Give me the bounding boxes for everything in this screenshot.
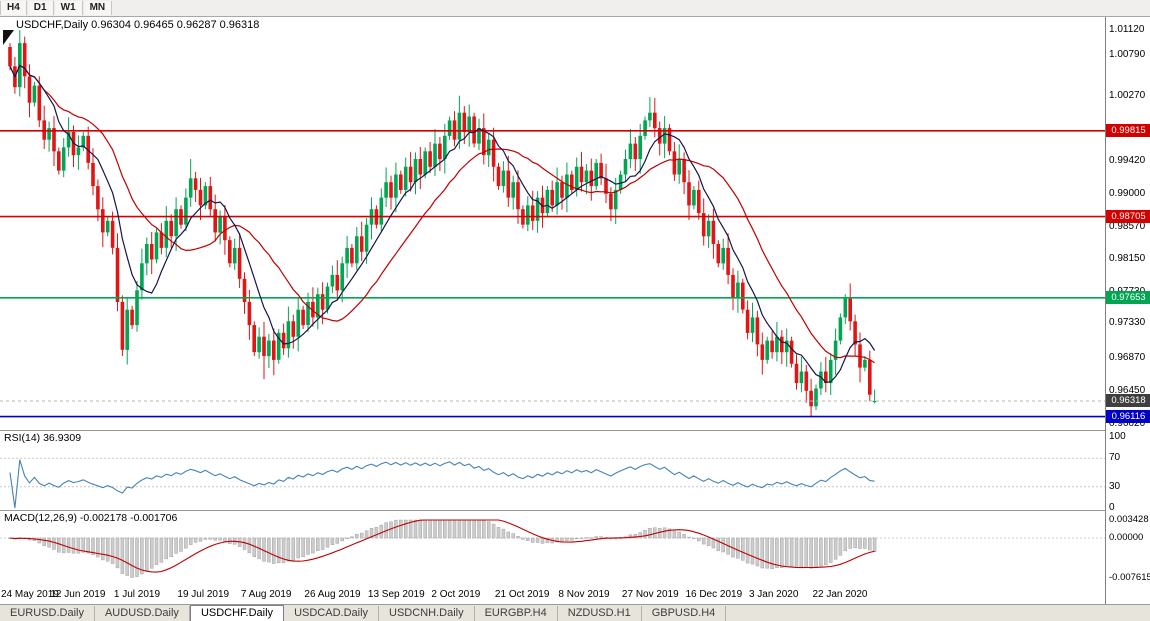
macd-axis-label: -0.007615 (1109, 572, 1150, 583)
date-axis-label: 7 Aug 2019 (240, 589, 292, 600)
date-axis-label: 16 Dec 2019 (685, 589, 743, 600)
price-axis-tick: 1.00790 (1109, 49, 1146, 61)
period-button-mn[interactable]: MN (82, 1, 113, 15)
date-axis-label: 13 Sep 2019 (367, 589, 425, 600)
date-axis-label: 22 Jan 2020 (812, 589, 868, 600)
chart-area[interactable]: USDCHF,Daily 0.96304 0.96465 0.96287 0.9… (0, 16, 1150, 604)
macd-label: MACD(12,26,9) -0.002178 -0.001706 (4, 512, 178, 524)
price-level-badge: 0.97653 (1106, 291, 1150, 305)
price-level-badge: 0.99815 (1106, 124, 1150, 138)
price-level-badge: 0.98705 (1106, 210, 1150, 224)
date-axis-label: 1 Jul 2019 (113, 589, 161, 600)
price-axis-tick: 0.99420 (1109, 155, 1146, 167)
price-axis-tick: 0.98570 (1109, 221, 1146, 232)
tab-usdcad-daily[interactable]: USDCAD.Daily (284, 606, 380, 621)
date-axis-label: 12 Jun 2019 (50, 589, 106, 600)
macd-axis-label: 0.00000 (1109, 532, 1144, 543)
date-axis-label: 8 Nov 2019 (558, 589, 610, 600)
date-axis-label: 19 Jul 2019 (177, 589, 230, 600)
price-chart-canvas[interactable] (0, 16, 1105, 604)
date-axis-label: 2 Oct 2019 (431, 589, 481, 600)
price-axis-tick: 0.99000 (1109, 187, 1146, 199)
rsi-label: RSI(14) 36.9309 (4, 432, 82, 444)
price-axis-tick: 1.01120 (1109, 24, 1145, 35)
tab-audusd-daily[interactable]: AUDUSD.Daily (95, 606, 190, 621)
period-button-h4[interactable]: H4 (0, 1, 27, 15)
date-axis-label: 26 Aug 2019 (304, 589, 361, 600)
date-axis-label: 27 Nov 2019 (621, 589, 679, 600)
rsi-axis-label: 0 (1109, 502, 1115, 513)
tab-gbpusd-h4[interactable]: GBPUSD.H4 (642, 606, 727, 621)
rsi-axis-label: 70 (1109, 452, 1121, 464)
price-axis-tick: 0.96870 (1109, 352, 1146, 364)
period-button-d1[interactable]: D1 (26, 1, 54, 15)
timeframe-toolbar: H4 D1 W1 MN (0, 0, 1150, 17)
price-axis-tick: 0.96020 (1109, 418, 1146, 429)
price-axis-tick: 1.00270 (1109, 89, 1146, 101)
price-axis[interactable]: 1.01120 1.00790 1.00270 0.99420 0.99000 0.985… (1105, 16, 1150, 604)
macd-axis-label: 0.003428 (1109, 514, 1149, 525)
price-axis-tick: 0.98150 (1109, 253, 1146, 265)
current-price-badge: 0.96318 (1106, 394, 1150, 408)
price-axis-tick: 0.97330 (1109, 316, 1146, 328)
tab-eurusd-daily[interactable]: EURUSD.Daily (0, 606, 95, 621)
rsi-axis-label: 30 (1109, 480, 1121, 492)
date-axis-label: 24 May 2019 (1, 589, 59, 600)
price-axis-tick: 0.96450 (1109, 384, 1146, 396)
tab-usdchf-daily[interactable]: USDCHF.Daily (189, 605, 285, 621)
chart-tabs-bar: EURUSD.Daily AUDUSD.Daily USDCHF.Daily USDC… (0, 604, 1150, 621)
tab-usdcnh-daily[interactable]: USDCNH.Daily (379, 606, 475, 621)
period-button-w1[interactable]: W1 (53, 1, 83, 15)
tab-nzdusd-h1[interactable]: NZDUSD.H1 (558, 606, 642, 621)
date-axis[interactable]: 24 May 2019 12 Jun 2019 1 Jul 2019 19 Jul 2… (0, 586, 1105, 604)
price-level-badge: 0.96116 (1106, 410, 1150, 424)
tab-eurgbp-h4[interactable]: EURGBP.H4 (475, 606, 558, 621)
rsi-axis-label: 100 (1109, 431, 1126, 442)
chart-title: USDCHF,Daily 0.96304 0.96465 0.96287 0.9… (16, 19, 260, 31)
date-axis-label: 21 Oct 2019 (494, 589, 550, 600)
date-axis-label: 3 Jan 2020 (748, 589, 799, 600)
